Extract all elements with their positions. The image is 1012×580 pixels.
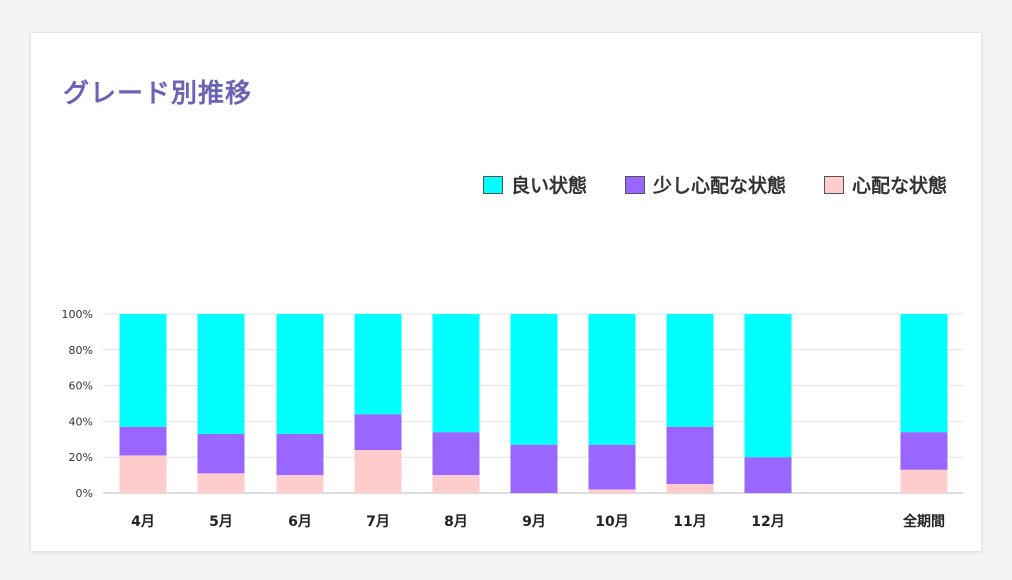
y-tick-label: 80% [69, 344, 93, 357]
bars [119, 314, 948, 493]
x-tick-label: 4月 [131, 514, 155, 530]
bar-segment-8月-心配な状態[interactable] [432, 475, 480, 493]
bar-segment-4月-心配な状態[interactable] [119, 455, 167, 493]
bar-segment-全期間-少し心配な状態[interactable] [900, 432, 948, 470]
bar-segment-10月-良い状態[interactable] [588, 314, 636, 445]
bar-segment-9月-少し心配な状態[interactable] [510, 444, 558, 493]
bar-segment-7月-心配な状態[interactable] [354, 450, 402, 493]
y-tick-label: 100% [62, 308, 93, 321]
x-tick-label: 9月 [522, 514, 546, 530]
stacked-bar-chart: 0% 20% 40% 60% 80% 100% 4月 5月 6月 7月 8月 9月 10月 11月 12月… [62, 308, 963, 530]
bar-segment-12月-良い状態[interactable] [744, 314, 792, 458]
bar-segment-全期間-心配な状態[interactable] [900, 469, 948, 493]
bar-segment-8月-良い状態[interactable] [432, 314, 480, 433]
bar-segment-4月-少し心配な状態[interactable] [119, 426, 167, 456]
bar-segment-11月-良い状態[interactable] [666, 314, 714, 427]
x-tick-label: 8月 [444, 514, 468, 530]
bar-segment-6月-少し心配な状態[interactable] [276, 433, 324, 476]
x-tick-label: 全期間 [902, 513, 945, 530]
y-tick-label: 20% [69, 451, 93, 464]
bar-segment-12月-少し心配な状態[interactable] [744, 457, 792, 493]
bar-segment-4月-良い状態[interactable] [119, 314, 167, 427]
bar-segment-9月-良い状態[interactable] [510, 314, 558, 445]
legend-label-good: 良い状態 [510, 175, 587, 197]
legend-label-worried: 心配な状態 [851, 175, 947, 197]
bar-segment-11月-少し心配な状態[interactable] [666, 426, 714, 485]
bar-segment-5月-良い状態[interactable] [197, 314, 245, 434]
x-tick-label: 6月 [288, 514, 312, 530]
bar-segment-6月-心配な状態[interactable] [276, 475, 324, 493]
chart-legend: 良い状態 少し心配な状態 心配な状態 [482, 171, 947, 198]
x-tick-label: 12月 [751, 514, 784, 530]
bar-segment-8月-少し心配な状態[interactable] [432, 432, 480, 476]
bar-segment-10月-心配な状態[interactable] [588, 489, 636, 493]
bar-segment-6月-良い状態[interactable] [276, 314, 324, 434]
x-tick-label: 11月 [673, 514, 706, 530]
bar-segment-10月-少し心配な状態[interactable] [588, 444, 636, 490]
legend-item-slightly-worried[interactable]: 少し心配な状態 [624, 171, 786, 198]
y-tick-label: 0% [76, 487, 93, 500]
legend-item-good[interactable]: 良い状態 [482, 171, 587, 198]
legend-swatch-worried [823, 175, 844, 194]
chart-title: グレード別推移 [63, 79, 253, 109]
chart-card: グレード別推移 良い状態 少し心配な状態 心配な状態 0% 20% 40% 60% 80… [30, 32, 982, 552]
bar-segment-11月-心配な状態[interactable] [666, 484, 714, 493]
bar-segment-7月-少し心配な状態[interactable] [354, 414, 402, 451]
legend-swatch-slightly-worried [624, 175, 645, 194]
bar-segment-全期間-良い状態[interactable] [900, 314, 948, 433]
bar-segment-5月-少し心配な状態[interactable] [197, 433, 245, 474]
x-tick-label: 7月 [366, 514, 390, 530]
y-axis-ticks: 0% 20% 40% 60% 80% 100% [62, 308, 93, 500]
y-tick-label: 40% [69, 415, 93, 428]
x-axis-labels: 4月 5月 6月 7月 8月 9月 10月 11月 12月 全期間 [131, 513, 945, 530]
bar-segment-7月-良い状態[interactable] [354, 314, 402, 415]
y-tick-label: 60% [69, 380, 93, 393]
x-tick-label: 5月 [209, 514, 233, 530]
x-tick-label: 10月 [595, 514, 628, 530]
legend-item-worried[interactable]: 心配な状態 [823, 171, 947, 198]
bar-segment-5月-心配な状態[interactable] [197, 473, 245, 493]
legend-label-slightly-worried: 少し心配な状態 [652, 175, 786, 197]
legend-swatch-good [482, 175, 503, 194]
